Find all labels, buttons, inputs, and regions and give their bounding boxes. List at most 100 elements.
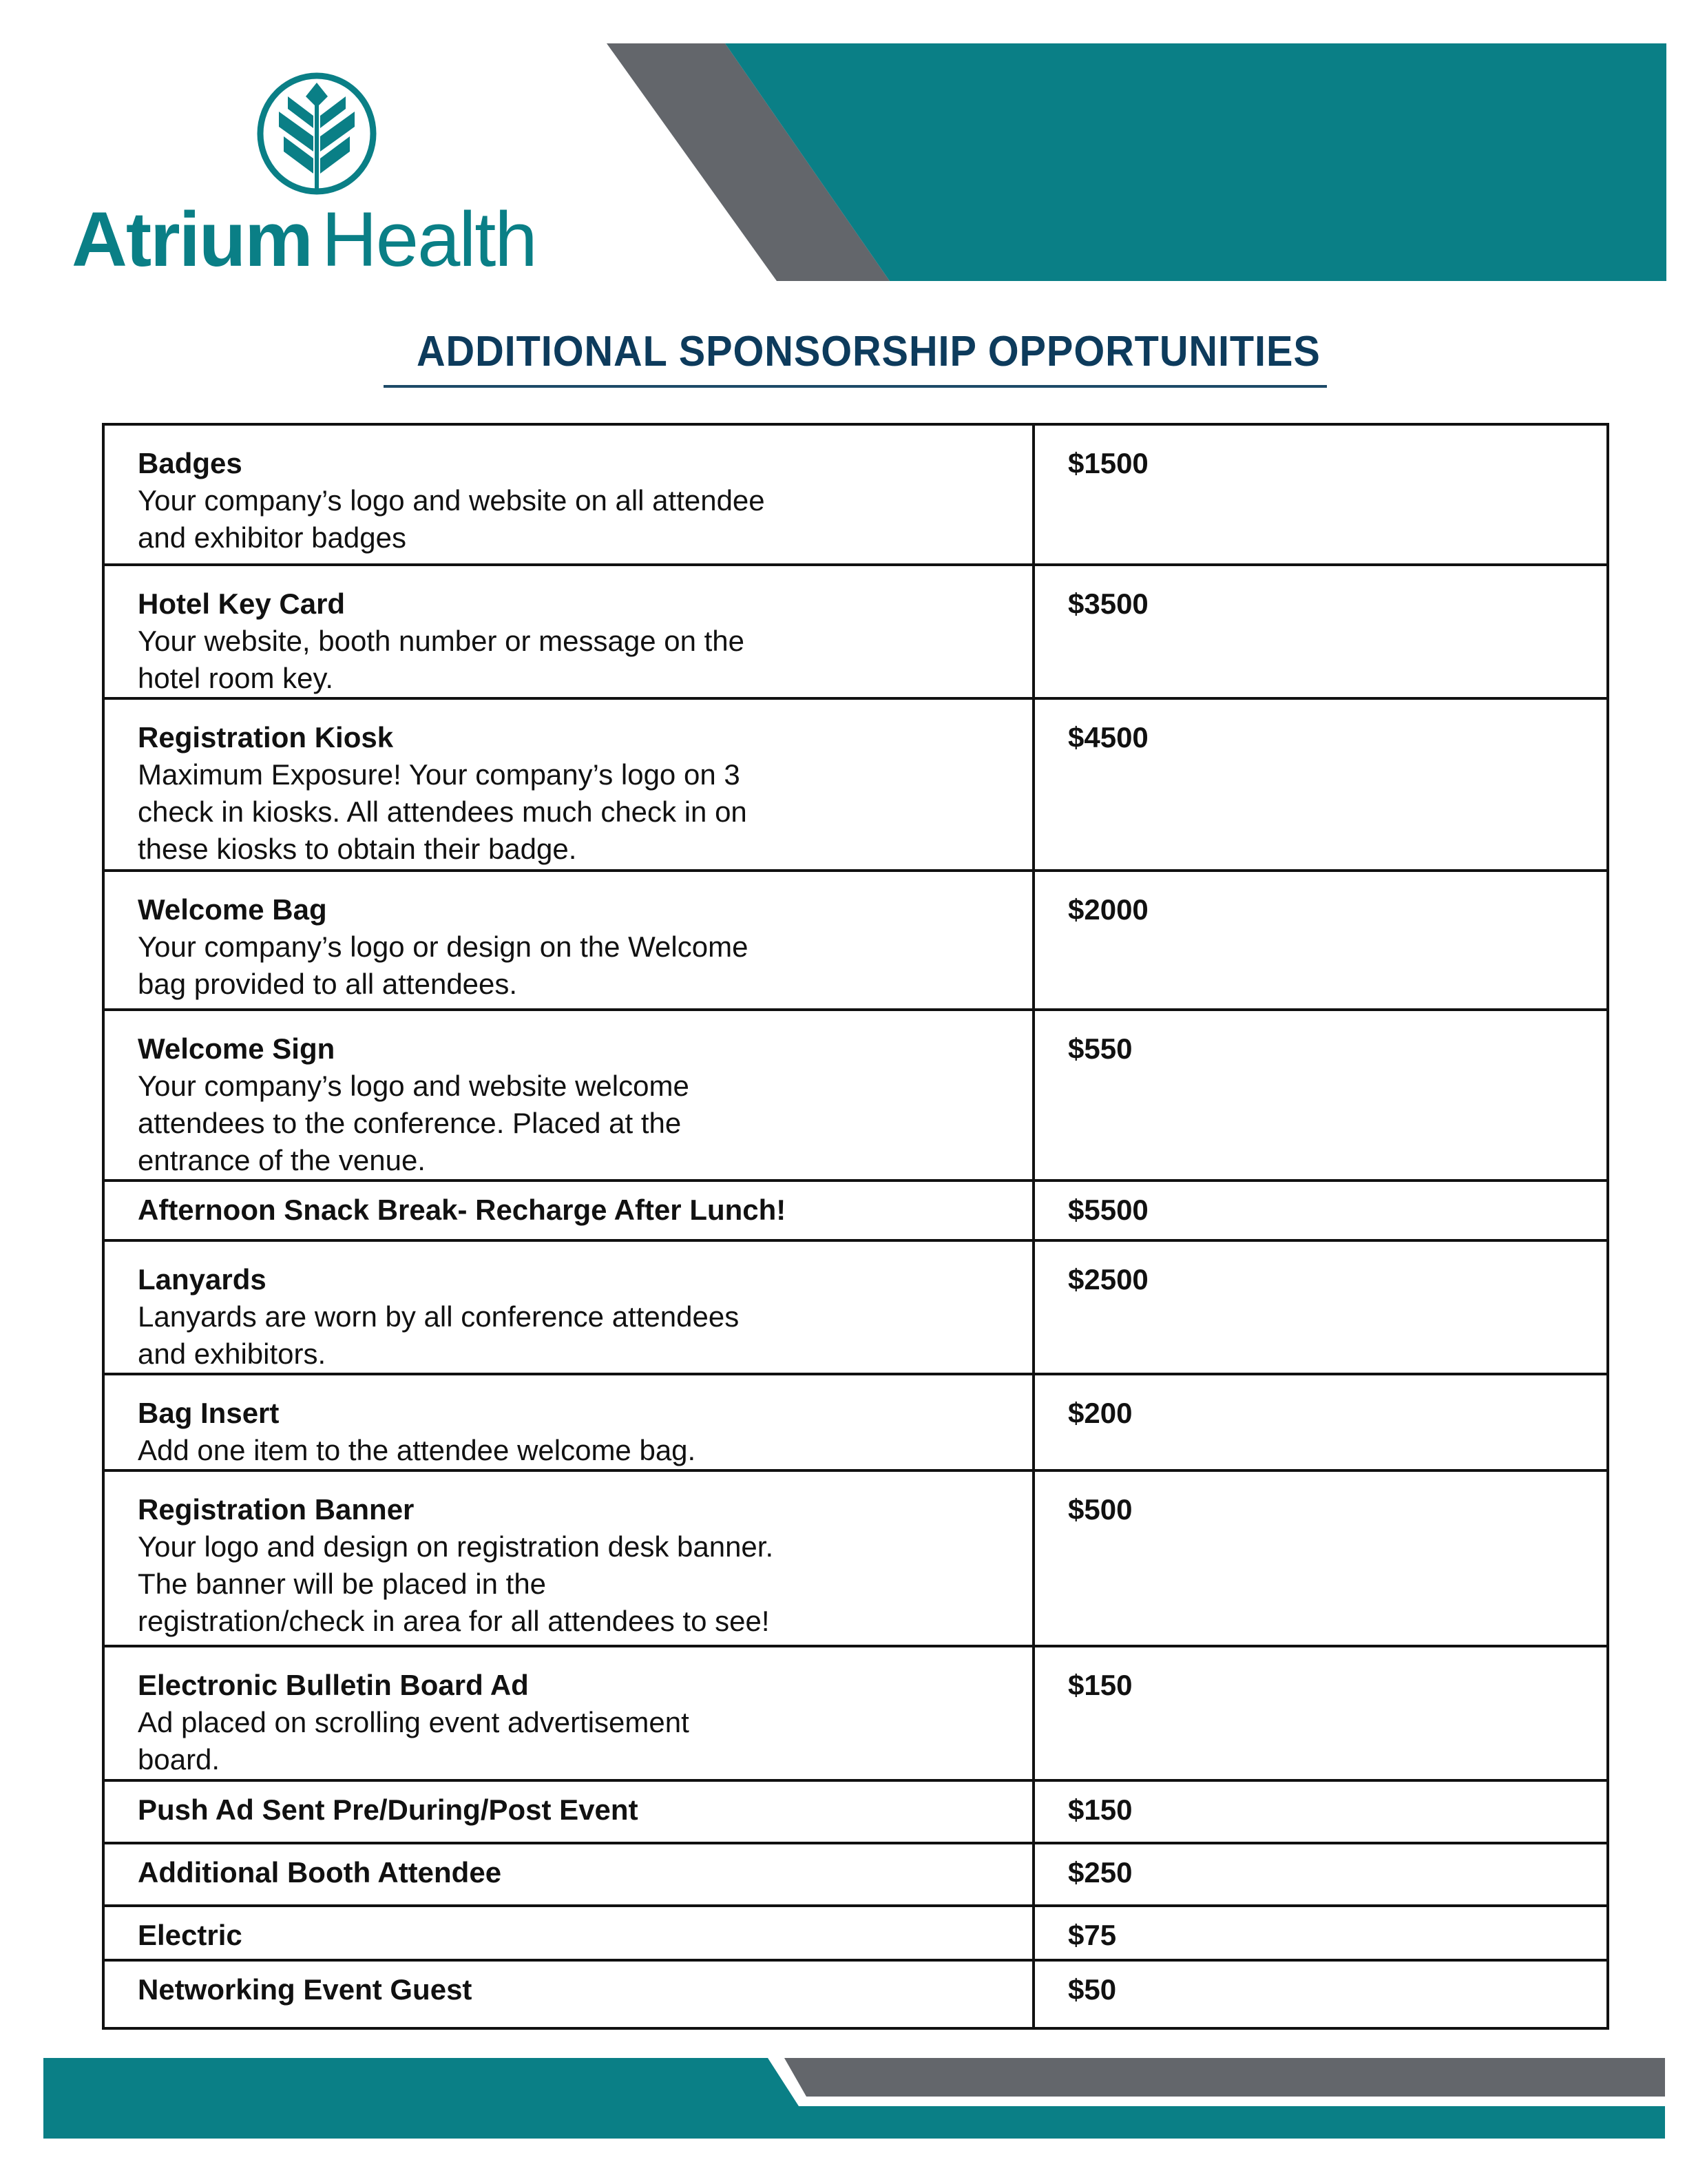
item-description-line: Ad placed on scrolling event advertiseme… (138, 1706, 689, 1738)
item-cell: Welcome Sign Your company’s logo and webs… (102, 1008, 1035, 1182)
item-title: Lanyards (138, 1263, 266, 1296)
item-cell: Electric (102, 1904, 1035, 1962)
item-description-line: registration/check in area for all atten… (138, 1605, 770, 1637)
item-title: Hotel Key Card (138, 587, 346, 620)
item-description-line: attendees to the conference. Placed at t… (138, 1107, 682, 1139)
table-row: Welcome Bag Your company’s logo or design… (102, 869, 1609, 1011)
item-cell: Welcome Bag Your company’s logo or design… (102, 869, 1035, 1011)
price-cell: $2000 (1032, 869, 1609, 1011)
header-teal-block (725, 43, 1666, 281)
item-price: $5500 (1068, 1194, 1149, 1226)
price-cell: $4500 (1032, 697, 1609, 872)
item-title: Push Ad Sent Pre/During/Post Event (138, 1793, 638, 1826)
price-cell: $500 (1032, 1469, 1609, 1647)
item-cell: Badges Your company’s logo and website on… (102, 423, 1035, 566)
item-price: $500 (1068, 1493, 1133, 1526)
table-row: Afternoon Snack Break- Recharge After Lu… (102, 1179, 1609, 1242)
item-cell: Electronic Bulletin Board Ad Ad placed on… (102, 1645, 1035, 1782)
item-title: Badges (138, 447, 242, 479)
title-underline (384, 385, 1327, 388)
item-title: Additional Booth Attendee (138, 1856, 502, 1889)
item-description-line: board. (138, 1743, 220, 1776)
price-cell: $3500 (1032, 563, 1609, 700)
item-price: $2500 (1068, 1263, 1149, 1296)
leaf-in-circle-icon (257, 72, 377, 195)
header-banner (257, 43, 1666, 281)
price-cell: $75 (1032, 1904, 1609, 1962)
item-cell: Registration Kiosk Maximum Exposure! Your… (102, 697, 1035, 872)
item-title: Networking Event Guest (138, 1973, 472, 2006)
table-row: Badges Your company’s logo and website on… (102, 423, 1609, 566)
item-title: Bag Insert (138, 1397, 280, 1429)
item-description-line: Your company’s logo and website welcome (138, 1070, 689, 1102)
brand-name-light: Health (321, 196, 538, 282)
table-row: Registration Kiosk Maximum Exposure! Your… (102, 697, 1609, 872)
table-row: Welcome Sign Your company’s logo and webs… (102, 1008, 1609, 1182)
item-price: $1500 (1068, 447, 1149, 479)
page-title: ADDITIONAL SPONSORSHIP OPPORTUNITIES (416, 328, 1321, 375)
table-row: Lanyards Lanyards are worn by all confere… (102, 1239, 1609, 1375)
table-row: Registration Banner Your logo and design … (102, 1469, 1609, 1647)
price-cell: $200 (1032, 1373, 1609, 1472)
item-price: $150 (1068, 1793, 1133, 1826)
table-row: Electric $75 (102, 1904, 1609, 1962)
price-cell: $150 (1032, 1779, 1609, 1844)
item-title: Electronic Bulletin Board Ad (138, 1669, 529, 1701)
item-description-line: and exhibitor badges (138, 521, 406, 554)
brand-logo-text: Atrium Health (72, 201, 538, 278)
price-cell: $150 (1032, 1645, 1609, 1782)
item-description-line: The banner will be placed in the (138, 1568, 547, 1600)
item-description-line: hotel room key. (138, 662, 334, 694)
item-price: $50 (1068, 1973, 1117, 2006)
item-price: $150 (1068, 1669, 1133, 1701)
header-grey-stripe (607, 43, 890, 281)
item-cell: Lanyards Lanyards are worn by all confere… (102, 1239, 1035, 1375)
item-cell: Additional Booth Attendee (102, 1842, 1035, 1907)
brand-name-bold: Atrium (72, 196, 313, 282)
item-price: $250 (1068, 1856, 1133, 1889)
item-price: $550 (1068, 1032, 1133, 1065)
footer-teal-left (43, 2058, 1665, 2139)
item-price: $200 (1068, 1397, 1133, 1429)
item-price: $3500 (1068, 587, 1149, 620)
price-cell: $50 (1032, 1959, 1609, 2030)
item-cell: Hotel Key Card Your website, booth number… (102, 563, 1035, 700)
item-title: Electric (138, 1919, 242, 1951)
table-row: Networking Event Guest $50 (102, 1959, 1609, 2030)
item-cell: Push Ad Sent Pre/During/Post Event (102, 1779, 1035, 1844)
item-cell: Bag Insert Add one item to the attendee w… (102, 1373, 1035, 1472)
item-title: Welcome Bag (138, 893, 327, 926)
table-row: Push Ad Sent Pre/During/Post Event $150 (102, 1779, 1609, 1844)
table-row: Hotel Key Card Your website, booth number… (102, 563, 1609, 700)
item-description-line: bag provided to all attendees. (138, 968, 518, 1000)
item-cell: Afternoon Snack Break- Recharge After Lu… (102, 1179, 1035, 1242)
item-description-line: entrance of the venue. (138, 1144, 426, 1176)
item-title: Registration Banner (138, 1493, 415, 1526)
item-description-line: and exhibitors. (138, 1338, 326, 1370)
item-cell: Networking Event Guest (102, 1959, 1035, 2030)
price-cell: $550 (1032, 1008, 1609, 1182)
sponsorship-table: Badges Your company’s logo and website on… (102, 423, 1609, 2030)
item-price: $2000 (1068, 893, 1149, 926)
item-cell: Registration Banner Your logo and design … (102, 1469, 1035, 1647)
item-title: Welcome Sign (138, 1032, 335, 1065)
footer-grey-stripe (784, 2058, 1665, 2097)
item-description-line: check in kiosks. All attendees much chec… (138, 795, 747, 828)
item-title: Registration Kiosk (138, 721, 394, 753)
table-row: Bag Insert Add one item to the attendee w… (102, 1373, 1609, 1472)
item-description-line: Your logo and design on registration des… (138, 1530, 774, 1563)
table-row: Additional Booth Attendee $250 (102, 1842, 1609, 1907)
item-description-line: Your website, booth number or message on… (138, 625, 744, 657)
price-cell: $2500 (1032, 1239, 1609, 1375)
item-title: Afternoon Snack Break- Recharge After Lu… (138, 1194, 786, 1226)
price-cell: $1500 (1032, 423, 1609, 566)
item-description-line: Add one item to the attendee welcome bag… (138, 1434, 696, 1466)
item-description-line: Your company’s logo and website on all a… (138, 484, 765, 517)
item-price: $75 (1068, 1919, 1117, 1951)
item-description-line: these kiosks to obtain their badge. (138, 833, 577, 865)
item-description-line: Maximum Exposure! Your company’s logo on… (138, 758, 740, 791)
price-cell: $5500 (1032, 1179, 1609, 1242)
table-row: Electronic Bulletin Board Ad Ad placed on… (102, 1645, 1609, 1782)
item-description-line: Your company’s logo or design on the Wel… (138, 930, 748, 963)
item-description-line: Lanyards are worn by all conference atte… (138, 1300, 740, 1333)
